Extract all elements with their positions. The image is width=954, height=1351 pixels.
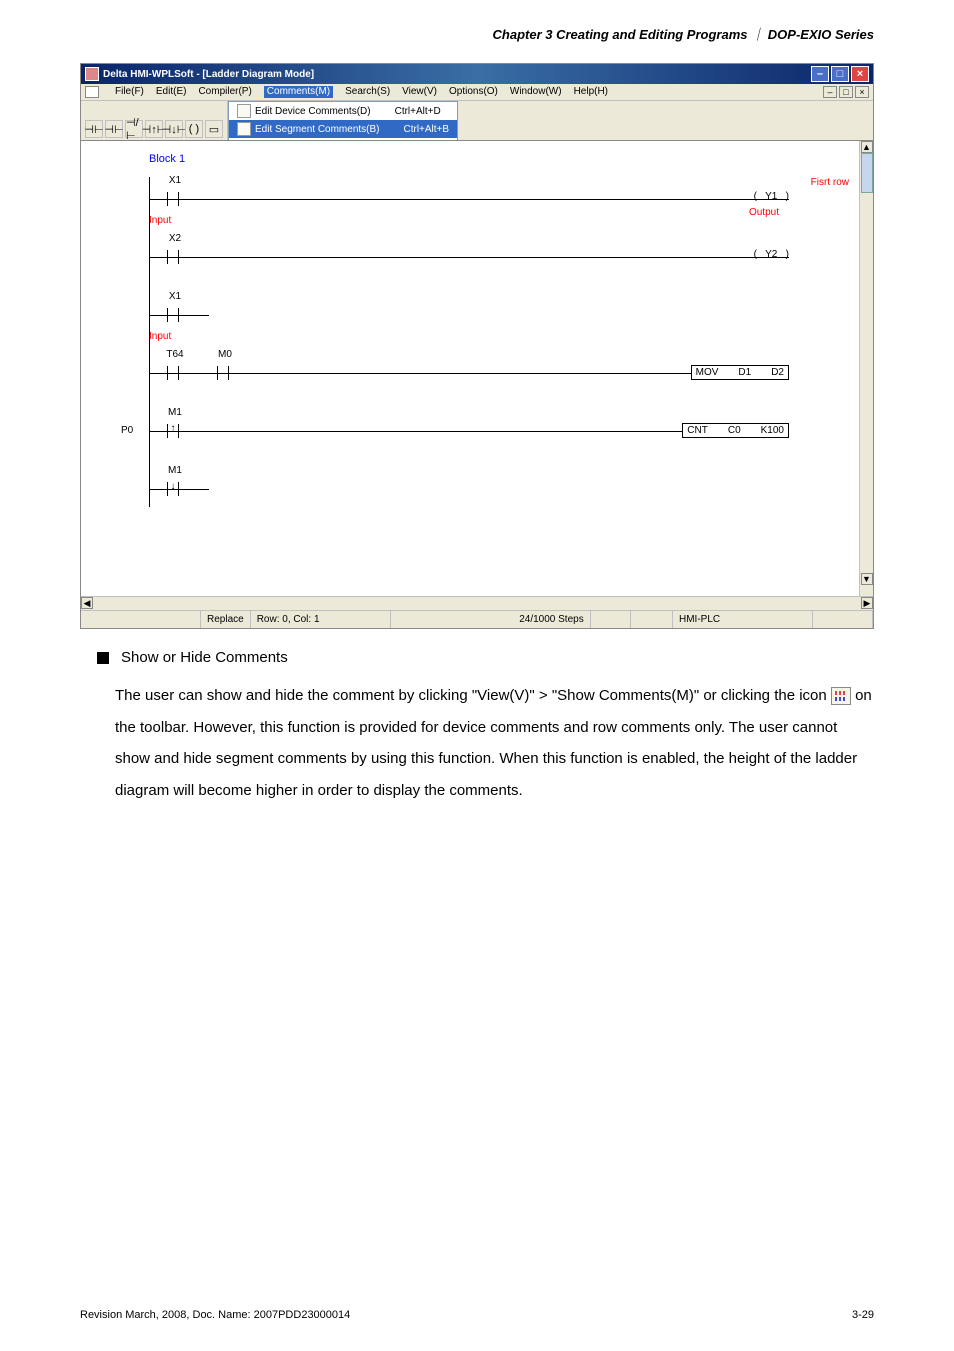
annot-first-row: Fisrt row (811, 177, 849, 188)
ladder-tool-7[interactable]: ▭ (205, 120, 223, 138)
ladder-tool-1[interactable]: ⊣⊢ (85, 120, 103, 138)
mdi-restore[interactable]: □ (839, 86, 853, 98)
scroll-right-icon[interactable]: ▶ (861, 597, 873, 609)
pointer-p0: P0 (121, 425, 133, 436)
menu-search[interactable]: Search(S) (345, 86, 390, 98)
body-text: Show or Hide Comments The user can show … (115, 649, 874, 806)
annot-input-2: Input (149, 331, 171, 342)
paragraph: The user can show and hide the comment b… (115, 680, 874, 806)
status-device: HMI-PLC (673, 611, 813, 628)
menu-compiler[interactable]: Compiler(P) (198, 86, 251, 98)
menu-window[interactable]: Window(W) (510, 86, 562, 98)
statusbar: Replace Row: 0, Col: 1 24/1000 Steps HMI… (81, 610, 873, 628)
rung-5: M1 ↑ CNT C0 K100 (149, 409, 829, 467)
contact-t64[interactable] (159, 363, 187, 383)
menubar: File(F) Edit(E) Compiler(P) Comments(M) … (81, 84, 873, 101)
separator: ｜ (751, 27, 764, 42)
ladder-tool-5[interactable]: ⊣↓⊢ (165, 120, 183, 138)
vertical-scrollbar[interactable]: ▲ ▼ (859, 141, 873, 596)
contact-m1-rising[interactable]: ↑ (159, 421, 187, 441)
contact-x2-label: X2 (155, 233, 195, 244)
contact-x1b[interactable] (159, 305, 187, 325)
show-comments-icon (831, 687, 851, 705)
annot-output: Output (749, 207, 779, 218)
scroll-down-icon[interactable]: ▼ (861, 573, 873, 585)
menu-comments[interactable]: Comments(M) (264, 86, 333, 98)
contact-m1b-label: M1 (155, 465, 195, 476)
coil-y1[interactable]: ( Y1 ) (754, 191, 789, 202)
toolbar-ladder: ⊣⊢ ⊣⊢ ⊣/⊢ ⊣↑⊢ ⊣↓⊢ ( ) ▭ (81, 118, 227, 140)
horizontal-scrollbar[interactable]: ◀ ▶ (81, 596, 873, 610)
rung-6: M1 ↓ (149, 467, 829, 507)
contact-m1-label: M1 (155, 407, 195, 418)
close-button[interactable]: × (851, 66, 869, 82)
menu-view[interactable]: View(V) (402, 86, 437, 98)
toolbar-row-2: ⊣⊢ ⊣⊢ ⊣/⊢ ⊣↑⊢ ⊣↓⊢ ( ) ▭ (81, 118, 251, 140)
ladder-tool-4[interactable]: ⊣↑⊢ (145, 120, 163, 138)
status-steps: 24/1000 Steps (391, 611, 591, 628)
page-header: Chapter 3 Creating and Editing Programs … (0, 0, 954, 53)
status-position: Row: 0, Col: 1 (251, 611, 391, 628)
contact-x1-label: X1 (155, 175, 195, 186)
app-icon (85, 67, 99, 81)
page-footer: Revision March, 2008, Doc. Name: 2007PDD… (80, 1309, 874, 1321)
contact-m0[interactable] (209, 363, 237, 383)
dd-label: Edit Device Comments(D) (255, 106, 371, 117)
menu-help[interactable]: Help(H) (574, 86, 608, 98)
scroll-up-icon[interactable]: ▲ (861, 141, 873, 153)
coil-y2[interactable]: ( Y2 ) (754, 249, 789, 260)
mdi-controls: – □ × (823, 86, 869, 98)
footer-right: 3-29 (852, 1309, 874, 1321)
cnt-instruction[interactable]: CNT C0 K100 (682, 423, 789, 438)
titlebar: Delta HMI-WPLSoft - [Ladder Diagram Mode… (81, 64, 873, 84)
mov-instruction[interactable]: MOV D1 D2 (691, 365, 789, 380)
minimize-button[interactable]: – (811, 66, 829, 82)
contact-x1[interactable] (159, 189, 187, 209)
device-comments-icon (237, 104, 251, 118)
scroll-thumb[interactable] (861, 153, 873, 193)
scroll-left-icon[interactable]: ◀ (81, 597, 93, 609)
rung-4: T64 M0 MOV D1 D2 (149, 351, 829, 409)
ladder-diagram: Block 1 X1 ( Y1 ) Fisrt row Input Output (81, 140, 873, 610)
dd-segment-comments[interactable]: Edit Segment Comments(B) Ctrl+Alt+B (229, 120, 457, 138)
mdi-minimize[interactable]: – (823, 86, 837, 98)
annot-input-1: Input (149, 215, 171, 226)
rung-2: X2 ( Y2 ) (149, 235, 829, 293)
contact-m1-falling[interactable]: ↓ (159, 479, 187, 499)
ladder-content: Block 1 X1 ( Y1 ) Fisrt row Input Output (81, 141, 859, 596)
contact-x1b-label: X1 (155, 291, 195, 302)
maximize-button[interactable]: □ (831, 66, 849, 82)
ladder-tool-2[interactable]: ⊣⊢ (105, 120, 123, 138)
contact-t64-label: T64 (155, 349, 195, 360)
document-icon (85, 86, 99, 98)
heading-text: Show or Hide Comments (121, 649, 288, 666)
ladder-tool-3[interactable]: ⊣/⊢ (125, 120, 143, 138)
block-label: Block 1 (149, 153, 829, 165)
app-title: Delta HMI-WPLSoft - [Ladder Diagram Mode… (103, 69, 314, 80)
contact-m0-label: M0 (205, 349, 245, 360)
series-name: DOP-EXIO Series (768, 27, 874, 42)
mdi-close[interactable]: × (855, 86, 869, 98)
menu-file[interactable]: File(F) (115, 86, 144, 98)
status-mode: Replace (201, 611, 251, 628)
rung-3: X1 (149, 293, 829, 351)
menu-edit[interactable]: Edit(E) (156, 86, 187, 98)
contact-x2[interactable] (159, 247, 187, 267)
section-heading: Show or Hide Comments (97, 649, 874, 666)
rung-1: X1 ( Y1 ) Fisrt row (149, 177, 829, 235)
dd-label: Edit Segment Comments(B) (255, 124, 380, 135)
app-window: Delta HMI-WPLSoft - [Ladder Diagram Mode… (80, 63, 874, 629)
chapter-title: Chapter 3 Creating and Editing Programs (493, 27, 748, 42)
bullet-square-icon (97, 652, 109, 664)
dd-shortcut: Ctrl+Alt+B (404, 124, 450, 135)
para-part-1: The user can show and hide the comment b… (115, 687, 831, 704)
footer-left: Revision March, 2008, Doc. Name: 2007PDD… (80, 1309, 350, 1321)
menu-options[interactable]: Options(O) (449, 86, 498, 98)
dd-device-comments[interactable]: Edit Device Comments(D) Ctrl+Alt+D (229, 102, 457, 120)
ladder-tool-6[interactable]: ( ) (185, 120, 203, 138)
dd-shortcut: Ctrl+Alt+D (395, 106, 441, 117)
